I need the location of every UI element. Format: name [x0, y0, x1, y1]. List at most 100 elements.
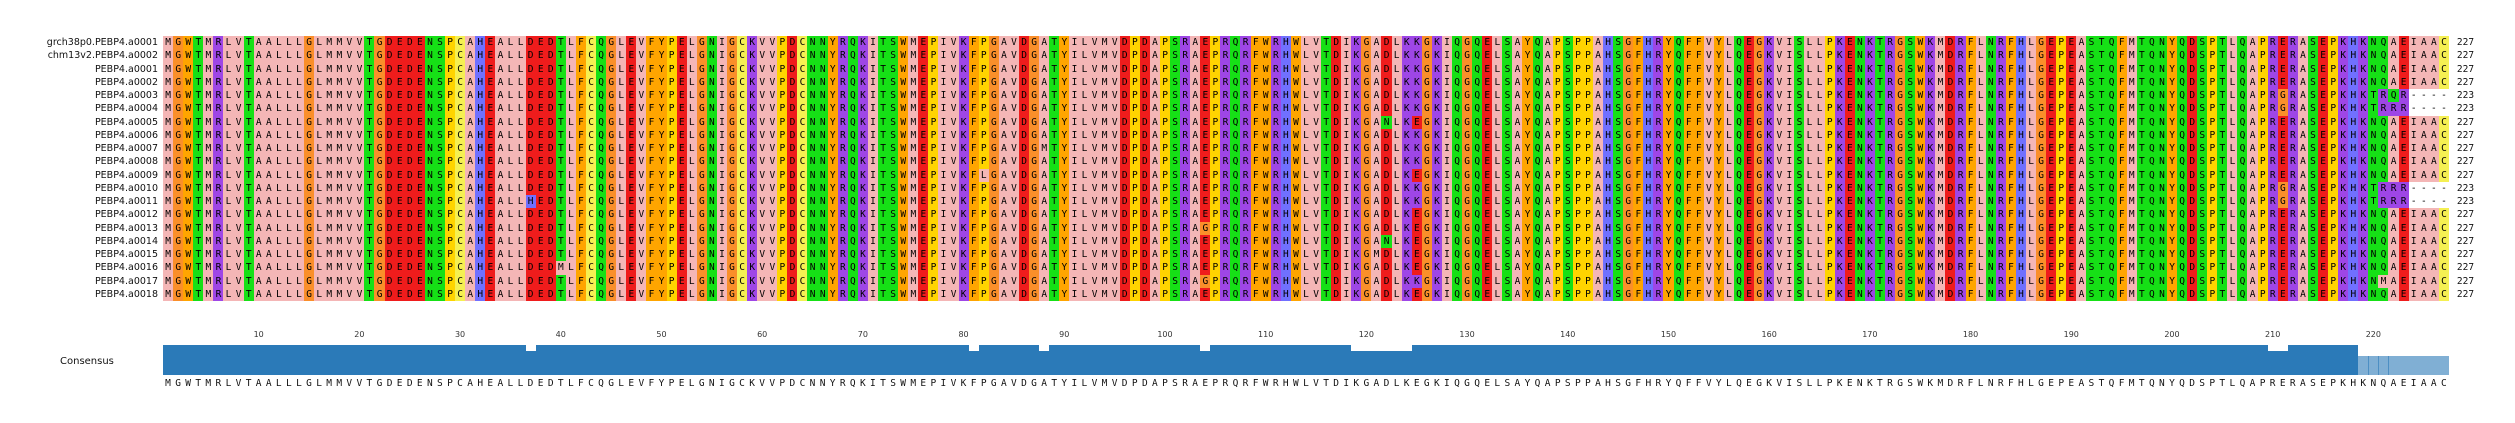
residue-cell: P	[1129, 274, 1140, 288]
residue-cell: P	[2207, 49, 2218, 63]
conservation-bar	[2328, 345, 2339, 375]
residue-cell: Q	[1673, 287, 1684, 301]
residue-cell: L	[1391, 287, 1402, 301]
residue-cell: G	[1361, 128, 1372, 142]
residue-cell: I	[1069, 195, 1080, 209]
residue-cell: T	[2096, 142, 2107, 156]
residue-cell: S	[1905, 261, 1916, 275]
residue-cell: A	[1190, 142, 1201, 156]
residue-cell: Q	[847, 142, 859, 156]
residue-cell: P	[1582, 221, 1594, 235]
residue-cell: M	[334, 168, 345, 182]
residue-cell: A	[1592, 168, 1604, 182]
residue-cell: Q	[2237, 195, 2248, 209]
residue-cell: A	[465, 221, 476, 235]
conservation-bar	[344, 345, 355, 375]
residue-cell: G	[606, 36, 617, 50]
residue-cell: G	[1623, 248, 1634, 262]
residue-cell: E	[676, 89, 687, 103]
residue-cell: R	[1220, 155, 1231, 169]
residue-cell: D	[1381, 102, 1392, 116]
residue-cell: N	[706, 49, 718, 63]
residue-cell: E	[676, 274, 687, 288]
residue-cell: P	[2257, 287, 2268, 301]
residue-cell: M	[324, 248, 335, 262]
residue-cell: P	[2257, 75, 2268, 89]
residue-cell: L	[505, 181, 516, 195]
sequence-length: 227	[2457, 288, 2474, 301]
residue-cell: E	[394, 155, 405, 169]
residue-cell: S	[1613, 36, 1624, 50]
residue-cell: D	[1119, 75, 1130, 89]
conservation-bar	[2106, 345, 2117, 375]
residue-cell: A	[1039, 155, 1050, 169]
residue-cell: A	[2428, 208, 2440, 222]
residue-cell: Q	[596, 234, 607, 248]
residue-cell: K	[1834, 75, 1845, 89]
residue-cell: G	[1895, 142, 1906, 156]
residue-cell: P	[928, 102, 939, 116]
residue-cell: L	[616, 128, 627, 142]
residue-cell: A	[2297, 168, 2309, 182]
residue-cell: I	[2408, 234, 2419, 248]
residue-cell: G	[1029, 62, 1040, 76]
ruler-tick-label: 180	[1963, 330, 1978, 339]
residue-cell: L	[293, 89, 305, 103]
conservation-bar	[1109, 345, 1120, 375]
residue-cell: W	[1260, 155, 1271, 169]
residue-cell: L	[1391, 261, 1402, 275]
residue-cell: L	[1804, 155, 1815, 169]
conservation-bar	[1925, 345, 1936, 375]
residue-cell: V	[354, 155, 365, 169]
residue-cell: E	[626, 128, 637, 142]
residue-cell: G	[696, 287, 707, 301]
conservation-bar	[1462, 345, 1473, 375]
residue-cell: Q	[1472, 274, 1483, 288]
residue-cell: W	[898, 89, 909, 103]
residue-cell: P	[2328, 89, 2339, 103]
residue-cell: D	[1381, 261, 1392, 275]
residue-cell: D	[787, 128, 798, 142]
residue-cell: L	[1300, 248, 1312, 262]
residue-cell: H	[475, 274, 486, 288]
residue-cell: R	[213, 168, 224, 182]
residue-cell: K	[1401, 62, 1412, 76]
residue-cell: T	[555, 49, 566, 63]
residue-cell: D	[787, 142, 798, 156]
residue-cell: D	[1381, 155, 1392, 169]
residue-cell: P	[666, 248, 677, 262]
residue-cell: R	[1884, 261, 1896, 275]
residue-cell: T	[1049, 248, 1060, 262]
residue-cell: N	[807, 36, 818, 50]
residue-cell: L	[1300, 62, 1312, 76]
residue-cell: E	[1482, 168, 1493, 182]
residue-cell: S	[1905, 248, 1916, 262]
residue-cell: R	[213, 234, 224, 248]
residue-cell: P	[1129, 195, 1140, 209]
residue-cell: E	[1482, 261, 1493, 275]
consensus-residue: E	[485, 378, 495, 389]
residue-cell: N	[1854, 195, 1866, 209]
residue-cell: L	[2025, 128, 2037, 142]
residue-cell: R	[1653, 195, 1664, 209]
residue-cell: Q	[2378, 36, 2389, 50]
residue-cell: Y	[1059, 128, 1070, 142]
residue-cell: Q	[1532, 208, 1543, 222]
residue-cell: G	[726, 274, 738, 288]
residue-cell: E	[2046, 248, 2057, 262]
residue-cell: S	[2307, 155, 2319, 169]
consensus-residue: K	[959, 378, 969, 389]
residue-cell: R	[1270, 181, 1281, 195]
conservation-bar	[565, 345, 577, 375]
residue-cell: T	[2096, 155, 2107, 169]
residue-cell: A	[2076, 115, 2087, 129]
residue-cell: Q	[2146, 181, 2158, 195]
residue-cell: A	[1371, 36, 1382, 50]
residue-cell: G	[606, 261, 617, 275]
residue-cell: D	[1381, 287, 1392, 301]
residue-cell: P	[1552, 102, 1563, 116]
residue-cell: E	[2277, 62, 2288, 76]
residue-cell: T	[2217, 181, 2228, 195]
residue-cell: E	[394, 168, 405, 182]
